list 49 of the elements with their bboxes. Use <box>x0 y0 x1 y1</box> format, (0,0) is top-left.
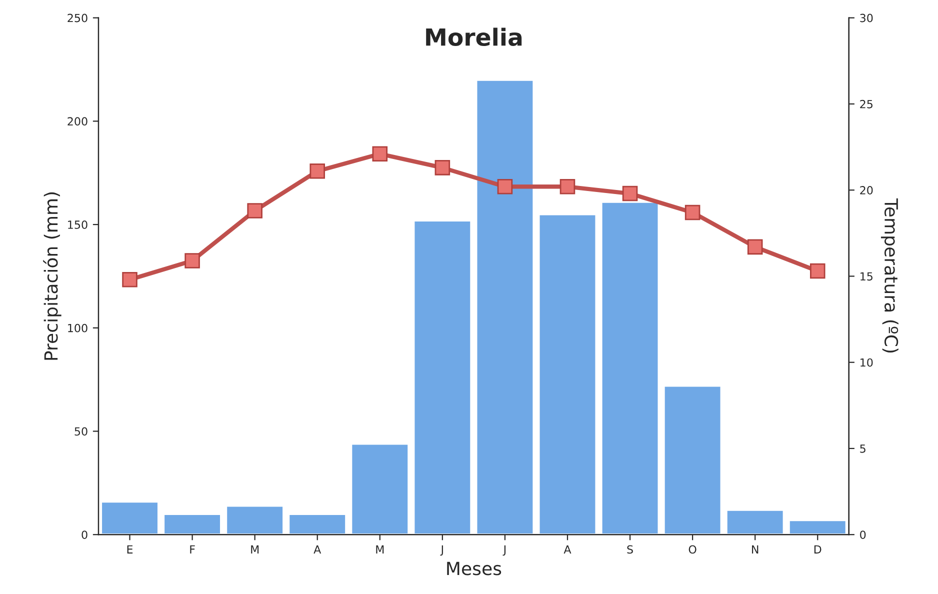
y-tick-label: 100 <box>68 324 88 332</box>
bar <box>225 504 285 535</box>
point <box>810 263 826 279</box>
point <box>184 253 200 268</box>
x-tick-label: A <box>314 545 322 554</box>
x-tick-label: A <box>564 545 572 554</box>
y-tick-label: 200 <box>68 117 88 126</box>
bar <box>538 213 598 535</box>
y2-tick-label: 0 <box>860 530 866 539</box>
x-tick-label: F <box>190 545 195 554</box>
point <box>434 160 450 176</box>
x-axis-title: Meses <box>447 562 502 576</box>
x-tick-label: J <box>502 545 506 556</box>
x-tick-label: D <box>814 545 822 554</box>
x-tick-label: O <box>688 545 696 554</box>
bar <box>350 442 410 535</box>
y2-tick-label: 20 <box>860 186 873 194</box>
bar <box>475 78 535 535</box>
x-tick-label: M <box>376 545 384 554</box>
point <box>310 163 325 179</box>
point <box>560 178 576 194</box>
chart-title: Morelia <box>426 28 522 46</box>
point <box>497 178 513 194</box>
x-tick-label: S <box>627 545 633 554</box>
y-tick-label: 50 <box>74 427 88 436</box>
point <box>247 203 262 218</box>
bar <box>725 508 785 535</box>
bar <box>788 519 848 535</box>
x-tick-label: J <box>440 545 443 556</box>
y-tick-label: 250 <box>68 14 88 22</box>
y-tick-label: 0 <box>82 530 88 539</box>
point <box>747 239 763 255</box>
x-tick-label: M <box>251 545 259 554</box>
y2-tick-label: 30 <box>860 14 873 22</box>
y2-tick-label: 5 <box>860 444 866 453</box>
point <box>122 272 138 288</box>
y-tick-label: 150 <box>68 220 88 229</box>
x-tick-label: N <box>752 545 758 554</box>
y2-tick-label: 15 <box>860 272 872 281</box>
y-axis-title: Precipitación (mm) <box>43 192 62 360</box>
point <box>684 204 700 220</box>
y2-tick-label: 25 <box>860 100 872 108</box>
bar <box>600 200 660 535</box>
y2-axis-title: Temperatura (ºC) <box>880 198 898 352</box>
y2-tick-label: 10 <box>860 358 873 367</box>
x-tick-label: E <box>127 545 133 554</box>
point <box>372 146 388 162</box>
bar <box>662 384 722 535</box>
point <box>622 186 638 202</box>
